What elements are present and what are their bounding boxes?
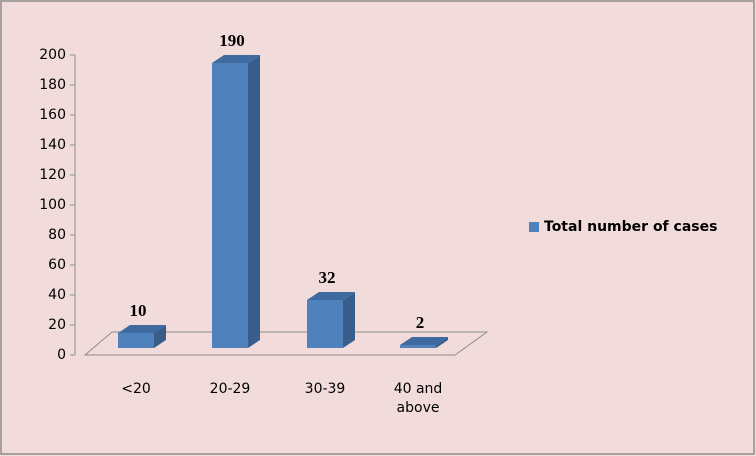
- y-tick-label: 120: [39, 167, 66, 183]
- bar-side: [343, 292, 355, 348]
- bar: [400, 345, 436, 348]
- x-tick-label: 20-29: [209, 381, 251, 397]
- bar-top: [400, 337, 448, 345]
- bar: [118, 333, 154, 348]
- y-tick-label: 160: [39, 107, 66, 123]
- x-tick-label: 30-39: [304, 381, 346, 397]
- bar: [307, 300, 343, 348]
- floor: [83, 331, 489, 356]
- bar-top: [307, 292, 355, 300]
- value-label: 190: [219, 31, 245, 50]
- value-label: 10: [130, 301, 147, 320]
- bar-top: [212, 55, 260, 63]
- y-tick-label: 20: [48, 317, 66, 333]
- y-tick-label: 140: [39, 137, 66, 153]
- y-tick-label: 180: [39, 77, 66, 93]
- bar-top: [118, 325, 166, 333]
- y-tick-label: 40: [48, 287, 66, 303]
- x-tick-label: <20: [121, 381, 151, 397]
- legend-swatch: [529, 222, 539, 232]
- bar-side: [436, 337, 448, 348]
- value-label: 32: [319, 268, 336, 287]
- y-tick-label: 200: [39, 47, 66, 63]
- bar-side: [248, 55, 260, 348]
- y-tick-label: 80: [48, 227, 66, 243]
- bar-side: [154, 325, 166, 348]
- value-label: 2: [416, 313, 425, 332]
- y-tick-label: 100: [39, 197, 66, 213]
- y-tick-label: 0: [57, 347, 66, 363]
- bar: [212, 63, 248, 348]
- x-tick-label: 40 and above: [393, 381, 443, 416]
- y-tick-label: 60: [48, 257, 66, 273]
- legend-label: Total number of cases: [544, 219, 717, 235]
